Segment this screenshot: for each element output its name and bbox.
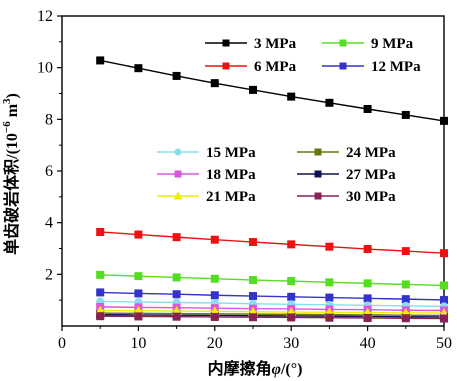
data-point — [363, 279, 372, 288]
data-point — [96, 56, 105, 65]
x-tick-label: 50 — [436, 335, 452, 352]
legend-label: 21 MPa — [206, 189, 256, 205]
x-tick-label: 20 — [207, 335, 223, 352]
legend-label: 6 MPa — [254, 59, 297, 75]
data-point — [249, 238, 257, 247]
data-point — [134, 312, 143, 321]
data-point — [210, 312, 219, 321]
tick-labels: 0 10 20 30 40 50 2 4 6 8 10 12 — [37, 8, 452, 352]
data-point — [210, 291, 219, 300]
series-line — [100, 312, 445, 317]
legend-label: 27 MPa — [346, 167, 396, 183]
series-layer — [95, 56, 449, 323]
data-point — [440, 116, 448, 125]
series-line — [100, 309, 445, 314]
y-tick-label: 2 — [45, 266, 53, 283]
data-point — [172, 273, 181, 282]
data-point — [401, 280, 410, 289]
data-point — [174, 148, 182, 156]
legend-label: 24 MPa — [346, 145, 396, 161]
data-point — [287, 313, 296, 322]
data-point — [325, 242, 334, 251]
x-tick-label: 0 — [58, 335, 66, 352]
legend-label: 30 MPa — [346, 189, 396, 205]
data-point — [314, 170, 322, 178]
data-point — [401, 110, 410, 119]
legend-label: 15 MPa — [206, 145, 256, 161]
y-tick-label: 8 — [45, 111, 53, 128]
y-tick-label: 10 — [37, 60, 53, 77]
data-point — [134, 289, 143, 298]
data-point — [440, 314, 448, 323]
data-point — [440, 281, 448, 290]
data-point — [314, 192, 322, 200]
data-point — [314, 148, 322, 156]
legend-label: 18 MPa — [206, 167, 256, 183]
data-point — [363, 294, 372, 303]
data-point — [287, 92, 296, 101]
y-tick-label: 12 — [37, 8, 53, 25]
data-point — [440, 249, 448, 258]
data-point — [401, 314, 410, 323]
data-point — [173, 191, 183, 200]
data-point — [134, 272, 143, 281]
series-line — [100, 231, 445, 254]
data-point — [96, 270, 105, 279]
series-line — [100, 300, 445, 308]
data-point — [249, 313, 257, 322]
data-point — [325, 278, 334, 287]
data-point — [363, 105, 372, 113]
data-point — [325, 313, 334, 322]
data-point — [249, 85, 257, 94]
data-point — [339, 39, 347, 47]
data-point — [287, 277, 296, 286]
data-point — [96, 227, 105, 236]
data-point — [440, 295, 448, 304]
series-line — [100, 274, 445, 287]
legend: 3 MPa 9 MPa 6 MPa 12 MPa 15 MPa 24 MPa 18 MPa 2… — [157, 36, 421, 205]
data-point — [325, 293, 334, 302]
data-point — [96, 312, 105, 321]
series-line — [100, 313, 445, 318]
series-line — [100, 59, 445, 122]
legend-label: 3 MPa — [254, 36, 297, 52]
series-line — [100, 291, 445, 301]
data-point — [222, 39, 230, 47]
data-point — [287, 240, 296, 249]
data-point — [287, 292, 296, 301]
y-axis-label: 单齿破岩体积/(10−6 m3) — [1, 93, 21, 255]
series-line — [100, 315, 445, 320]
data-point — [363, 313, 372, 322]
x-tick-label: 40 — [360, 335, 376, 352]
plot-frame-layer — [57, 15, 445, 331]
y-tick-label: 6 — [45, 163, 53, 180]
x-tick-label: 30 — [283, 335, 299, 352]
data-point — [249, 276, 257, 285]
data-point — [210, 79, 219, 88]
data-point — [222, 62, 230, 70]
y-tick-label: 4 — [45, 215, 53, 232]
data-point — [134, 64, 143, 73]
data-point — [172, 233, 181, 242]
data-point — [134, 230, 143, 239]
series-line — [100, 306, 445, 312]
x-axis-label: 内摩擦角φ/(°) — [208, 359, 303, 378]
data-point — [96, 288, 105, 297]
x-tick-label: 10 — [130, 335, 146, 352]
data-point — [172, 71, 181, 80]
legend-label: 12 MPa — [371, 59, 421, 75]
data-point — [363, 245, 372, 254]
data-point — [401, 247, 410, 256]
data-point — [172, 290, 181, 299]
data-point — [249, 292, 257, 301]
data-point — [174, 170, 182, 178]
data-point — [339, 62, 347, 70]
data-point — [172, 312, 181, 321]
data-point — [401, 295, 410, 304]
data-point — [210, 274, 219, 283]
data-point — [325, 98, 334, 107]
legend-label: 9 MPa — [371, 36, 414, 52]
data-point — [210, 235, 219, 244]
